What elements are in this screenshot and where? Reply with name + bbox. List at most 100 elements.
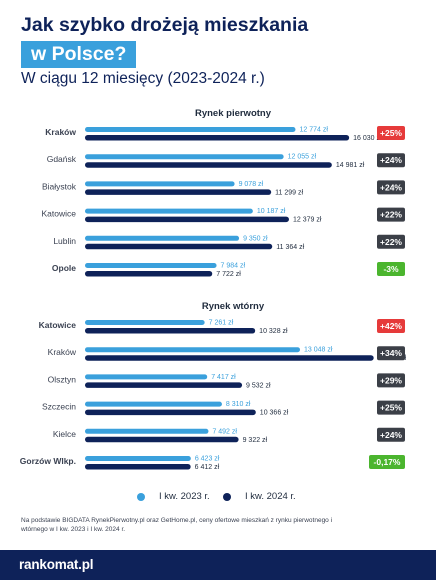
category-label: Olsztyn	[48, 374, 77, 384]
category-label: Gorzów Wlkp.	[20, 456, 76, 466]
change-badge	[377, 180, 405, 195]
page-title-highlight-box: w Polsce?	[21, 41, 137, 68]
legend-label-2024: I kw. 2024 r.	[245, 491, 296, 502]
bar-2024	[85, 216, 289, 223]
source-footnote: Na podstawie BIGDATA RynekPierwotny.pl o…	[21, 517, 333, 533]
bar-2024	[85, 328, 256, 334]
bar-2024	[85, 355, 374, 361]
bar-2024	[85, 189, 272, 195]
value-label-2023: 7 492 zł	[212, 428, 237, 435]
bar-2024	[85, 162, 332, 168]
value-label-2023: 12 055 zł	[288, 154, 317, 161]
change-badge-label: +22%	[380, 237, 402, 247]
value-label-2024: 7 722 zł	[216, 271, 241, 278]
bar-2023	[85, 235, 240, 241]
value-label-2023: 7 417 zł	[211, 374, 236, 381]
bar-2023	[85, 401, 222, 407]
change-badge-label: +42%	[380, 321, 402, 331]
change-badge	[377, 207, 405, 222]
bar-2023	[85, 208, 253, 214]
change-badge	[377, 153, 405, 168]
category-label: Lublin	[53, 236, 76, 246]
change-badge	[369, 455, 405, 469]
page-title-line2: w Polsce?	[31, 43, 127, 65]
change-badge	[377, 262, 405, 276]
bar-2023	[85, 428, 209, 434]
value-label-2024: 12 379 zł	[293, 217, 322, 224]
change-badge	[377, 400, 405, 415]
bar-2024	[85, 436, 239, 443]
change-badge-label: +25%	[380, 128, 402, 138]
legend-item-2024: I kw. 2024 r.	[223, 491, 296, 502]
change-badge-label: +22%	[380, 210, 402, 220]
value-label-2024: 11 364 zł	[276, 244, 304, 251]
value-label-2023: 13 048 zł	[304, 347, 333, 354]
bar-2023	[85, 374, 208, 380]
change-badge-label: +24%	[380, 182, 402, 192]
category-label: Kraków	[45, 127, 76, 137]
category-label: Białystok	[42, 181, 77, 191]
value-label-2023: 6 423 zł	[195, 456, 220, 463]
bar-2023	[85, 456, 191, 461]
bar-2023	[85, 263, 217, 268]
legend-item-2023: I kw. 2023 r.	[137, 491, 210, 502]
value-label-2023: 12 774 zł	[299, 127, 328, 134]
change-badge-label: +34%	[380, 348, 402, 358]
value-label-2024: 14 981 zł	[336, 162, 365, 169]
change-badge	[377, 126, 405, 140]
legend: I kw. 2023 r. I kw. 2024 r.	[0, 491, 436, 505]
legend-label-2023: I kw. 2023 r.	[159, 491, 210, 502]
value-label-2023: 9 078 zł	[239, 181, 264, 188]
legend-dot-2023	[137, 492, 145, 501]
change-badge-label: +29%	[380, 375, 402, 385]
bar-2024	[85, 135, 350, 141]
category-label: Kraków	[48, 347, 77, 357]
value-label-2024: 16 030 zł	[353, 135, 382, 142]
change-badge-label: +24%	[380, 155, 402, 165]
change-badge-label: +24%	[380, 430, 402, 440]
change-badge	[377, 234, 405, 249]
change-badge-label: +25%	[380, 403, 402, 413]
value-label-2024: 6 412 zł	[195, 464, 220, 471]
value-label-2024: 10 366 zł	[260, 410, 289, 417]
value-label-2023: 8 310 zł	[226, 401, 251, 408]
page-title-line1: Jak szybko drożeją mieszkania	[21, 14, 309, 36]
change-badge-label: -3%	[383, 264, 399, 274]
brand-logo: rankomat.pl	[19, 557, 94, 572]
category-label: Opole	[52, 263, 76, 273]
value-label-2023: 10 187 zł	[257, 208, 286, 215]
bar-2023	[85, 154, 284, 160]
section-title-0: Rynek pierwotny	[195, 108, 272, 119]
bar-2024	[85, 409, 256, 416]
page-subtitle: W ciągu 12 miesięcy (2023-2024 r.)	[21, 70, 265, 87]
value-label-2024: 9 322 zł	[243, 437, 268, 444]
category-label: Katowice	[42, 209, 77, 219]
change-badge	[377, 346, 405, 361]
legend-dot-2024	[223, 492, 231, 501]
category-label: Szczecin	[42, 402, 76, 412]
category-label: Gdańsk	[47, 154, 77, 164]
category-label: Kielce	[53, 429, 76, 439]
bar-2024	[85, 271, 213, 277]
change-badge-label: -0,17%	[374, 457, 401, 467]
category-label: Katowice	[39, 320, 77, 330]
bar-2024	[85, 382, 243, 388]
value-label-2024: 11 299 zł	[275, 189, 303, 196]
bar-2023	[85, 127, 296, 132]
bar-2023	[85, 320, 205, 325]
change-badge	[377, 319, 405, 333]
value-label-2024: 10 328 zł	[259, 328, 288, 335]
footer-bar: rankomat.pl	[0, 550, 436, 580]
bar-2023	[85, 181, 235, 187]
value-label-2023: 7 261 zł	[209, 320, 234, 327]
bar-2023	[85, 347, 300, 353]
bar-2024	[85, 243, 273, 250]
value-label-2023: 7 984 zł	[221, 263, 246, 270]
change-badge	[377, 373, 405, 388]
change-badge	[377, 427, 405, 442]
section-title-1: Rynek wtórny	[202, 301, 265, 312]
value-label-2023: 9 350 zł	[243, 235, 268, 242]
value-label-2024: 9 532 zł	[246, 382, 271, 389]
bar-2024	[85, 464, 191, 470]
